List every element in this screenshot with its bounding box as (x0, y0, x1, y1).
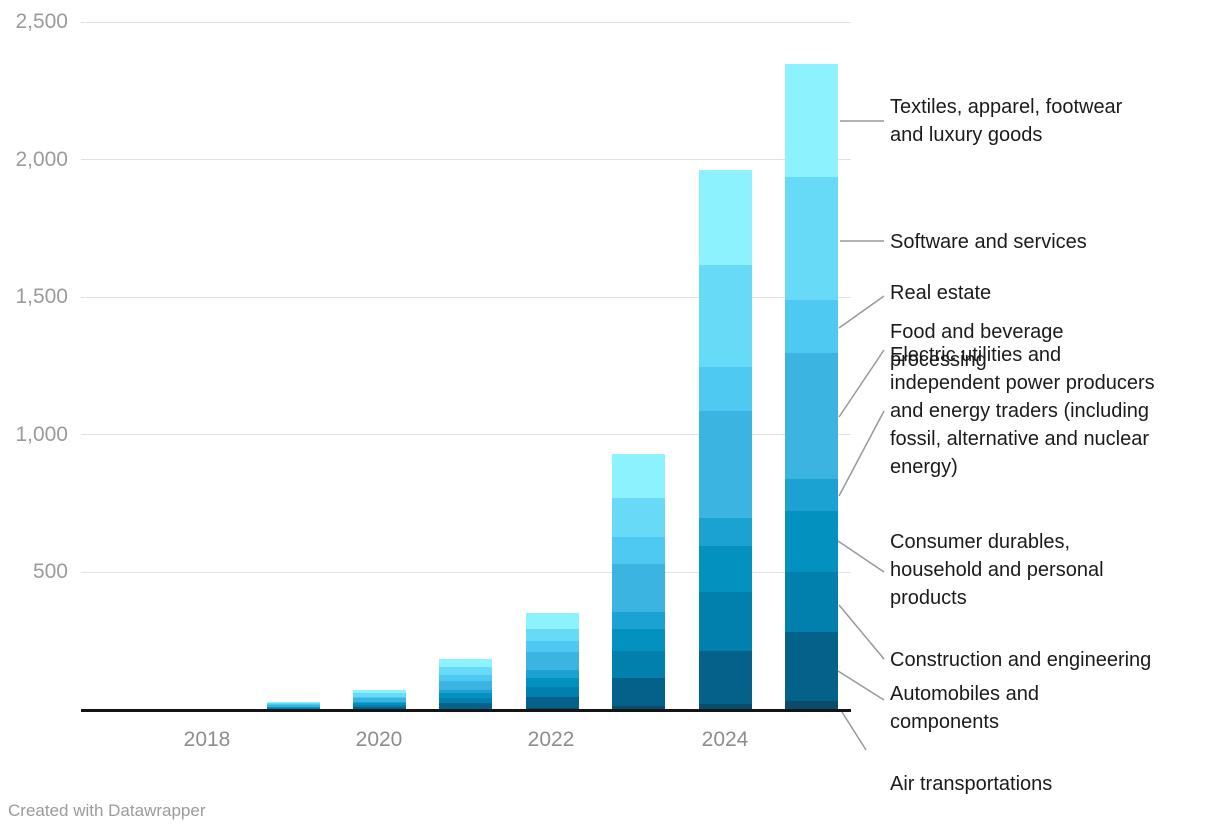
bar-segment[interactable] (784, 63, 838, 177)
legend-label: Food and beverage processing (890, 321, 1064, 371)
legend-label: Software and services (890, 231, 1087, 253)
bar-segment[interactable] (784, 478, 838, 511)
bar-segment[interactable] (784, 176, 838, 300)
bar-segment[interactable] (352, 702, 406, 704)
y-gridline (81, 21, 851, 23)
bar-segment[interactable] (439, 697, 493, 703)
y-tick-label: 1,500 (15, 285, 68, 309)
bar-segment[interactable] (352, 690, 406, 694)
bar-segment[interactable] (784, 352, 838, 479)
bar-segment[interactable] (612, 563, 666, 612)
bar-segment[interactable] (525, 628, 579, 641)
bar-segment[interactable] (698, 703, 752, 710)
y-gridline (81, 296, 851, 298)
bar-segment[interactable] (266, 703, 320, 705)
legend-label: Electric utilities and independent power… (890, 344, 1155, 478)
bar-segment[interactable] (698, 264, 752, 367)
y-tick-label: 500 (32, 560, 68, 584)
bar-segment[interactable] (525, 613, 579, 629)
x-axis-line (81, 709, 851, 712)
y-tick-label: 2,000 (15, 147, 68, 171)
bar-segment[interactable] (784, 631, 838, 701)
bar-segment[interactable] (352, 707, 406, 710)
bar-segment[interactable] (525, 696, 579, 709)
bar-segment[interactable] (439, 680, 493, 690)
legend-label: Consumer durables, household and persona… (890, 531, 1104, 609)
bar-segment[interactable] (439, 667, 493, 676)
x-tick-label: 2022 (527, 728, 575, 751)
bar-segment[interactable] (266, 708, 320, 709)
bar-segment[interactable] (784, 571, 838, 632)
x-tick-label: 2020 (355, 728, 403, 751)
bar-segment[interactable] (612, 453, 666, 498)
leader-line (838, 349, 885, 418)
bar-segment[interactable] (266, 707, 320, 709)
bar-segment[interactable] (525, 651, 579, 670)
bar-segment[interactable] (698, 169, 752, 265)
y-gridline (81, 159, 851, 161)
bar-segment[interactable] (525, 669, 579, 679)
bar-segment[interactable] (698, 545, 752, 592)
y-tick-label: 1,000 (15, 422, 68, 446)
bar-segment[interactable] (439, 675, 493, 681)
bar-segment[interactable] (698, 650, 752, 704)
bar-segment[interactable] (352, 698, 406, 702)
bar-segment[interactable] (784, 510, 838, 572)
legend-label: Real estate (890, 282, 992, 304)
bar-segment[interactable] (612, 677, 666, 706)
legend-label: Air transportations (890, 773, 1053, 795)
bar-segment[interactable] (698, 591, 752, 651)
bar-segment[interactable] (352, 705, 406, 708)
bar-segment[interactable] (439, 693, 493, 698)
leader-line (837, 540, 885, 573)
x-tick-label: 2024 (701, 728, 749, 751)
y-gridline (81, 434, 851, 436)
legend-label: Construction and engineering (890, 649, 1152, 671)
bar-segment[interactable] (439, 658, 493, 668)
leader-line (838, 295, 885, 329)
bar-segment[interactable] (525, 686, 579, 697)
bar-segment[interactable] (612, 497, 666, 537)
bar-segment[interactable] (352, 696, 406, 699)
bar-segment[interactable] (612, 611, 666, 629)
leader-line (837, 670, 885, 701)
bar-segment[interactable] (698, 366, 752, 411)
footer-credit[interactable]: Created with Datawrapper (8, 801, 206, 820)
bar-segment[interactable] (266, 704, 320, 706)
bar-segment[interactable] (698, 517, 752, 546)
bar-segment[interactable] (612, 650, 666, 678)
bar-segment[interactable] (525, 678, 579, 687)
bar-segment[interactable] (266, 702, 320, 704)
leader-line (838, 604, 885, 660)
bar-segment[interactable] (352, 703, 406, 706)
bar-segment[interactable] (352, 693, 406, 697)
bar-segment[interactable] (439, 702, 493, 709)
bar-segment[interactable] (784, 700, 838, 710)
legend-label: Automobiles and components (890, 683, 1039, 733)
bar-segment[interactable] (612, 705, 666, 710)
x-tick-label: 2018 (183, 728, 231, 751)
bar-segment[interactable] (784, 299, 838, 353)
bar-segment[interactable] (525, 640, 579, 652)
bar-segment[interactable] (698, 410, 752, 518)
bar-segment[interactable] (612, 628, 666, 651)
bar-segment[interactable] (266, 705, 320, 707)
leader-line (841, 711, 867, 751)
y-gridline (81, 571, 851, 573)
bar-segment[interactable] (612, 536, 666, 564)
y-tick-label: 2,500 (15, 10, 68, 33)
legend-label: Textiles, apparel, footwear and luxury g… (890, 96, 1123, 146)
bar-segment[interactable] (439, 689, 493, 694)
leader-line (838, 410, 885, 497)
